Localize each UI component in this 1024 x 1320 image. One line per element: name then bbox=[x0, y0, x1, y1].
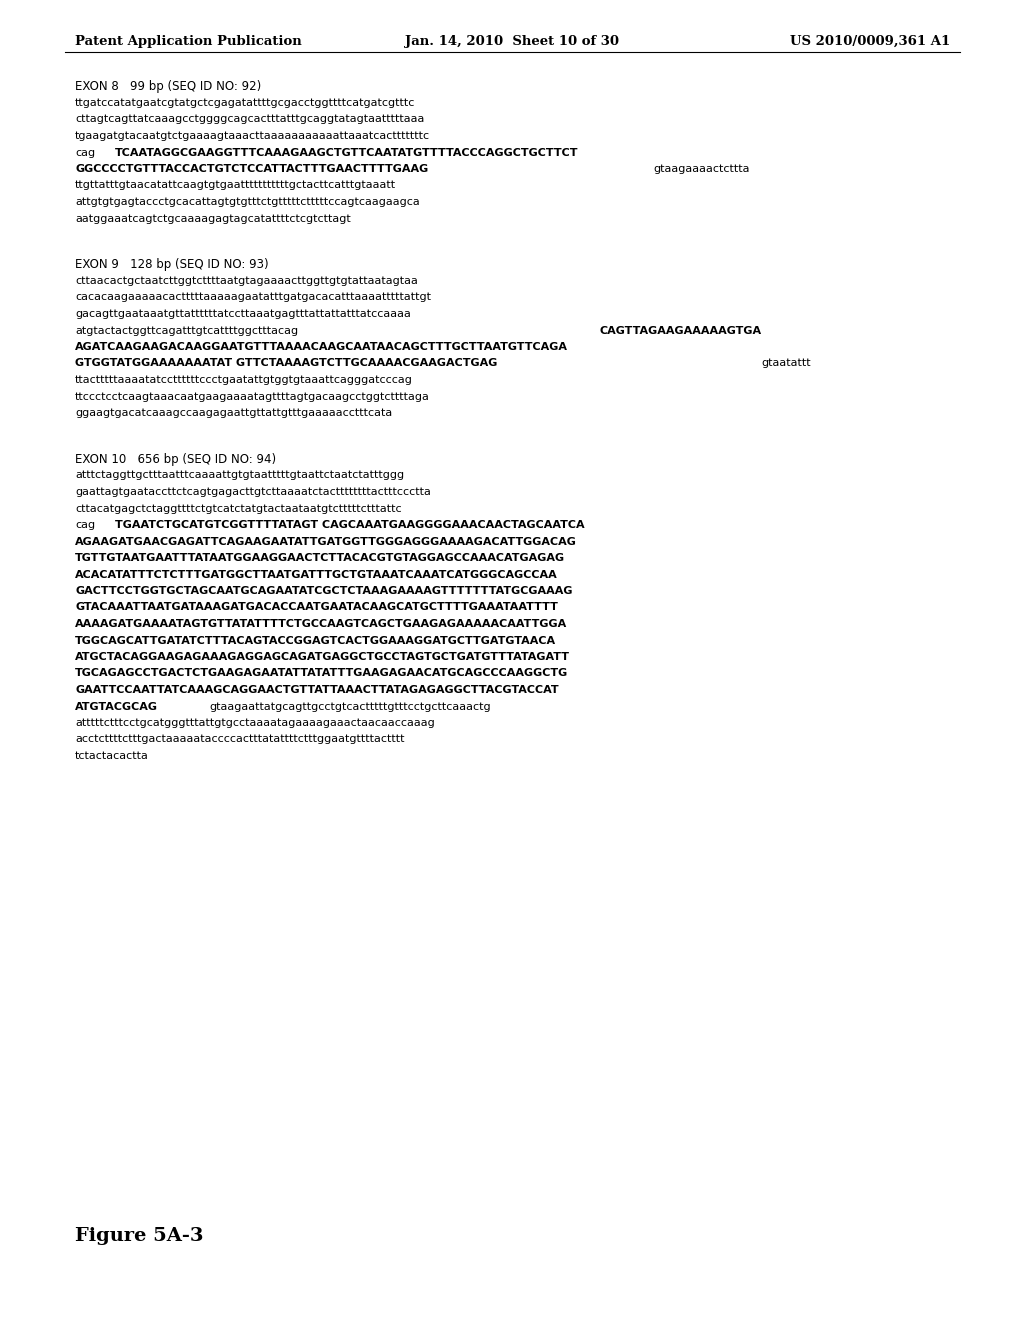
Text: gacagttgaataaatgttattttttatccttaaatgagtttattattatttatccaaaa: gacagttgaataaatgttattttttatccttaaatgagtt… bbox=[75, 309, 411, 319]
Text: gaattagtgaataccttctcagtgagacttgtcttaaaatctacttttttttactttccctta: gaattagtgaataccttctcagtgagacttgtcttaaaat… bbox=[75, 487, 431, 498]
Text: tctactacactta: tctactacactta bbox=[75, 751, 148, 762]
Text: ggaagtgacatcaaagccaagagaattgttattgtttgaaaaacctttcata: ggaagtgacatcaaagccaagagaattgttattgtttgaa… bbox=[75, 408, 392, 418]
Text: GTGGTATGGAAAAAAATAT GTTCTAAAAGTCTTGCAAAACGAAGACTGAG: GTGGTATGGAAAAAAATAT GTTCTAAAAGTCTTGCAAAA… bbox=[75, 359, 498, 368]
Text: cag: cag bbox=[75, 520, 95, 531]
Text: ATGTACGCAG: ATGTACGCAG bbox=[75, 701, 158, 711]
Text: Figure 5A-3: Figure 5A-3 bbox=[75, 1228, 204, 1245]
Text: GACTTCCTGGTGCTAGCAATGCAGAATATCGCTCTAAAGAAAAGTTTTTTTATGCGAAAG: GACTTCCTGGTGCTAGCAATGCAGAATATCGCTCTAAAGA… bbox=[75, 586, 572, 597]
Text: CAGTTAGAAGAAAAAGTGA: CAGTTAGAAGAAAAAGTGA bbox=[599, 326, 762, 335]
Text: AGAAGATGAACGAGATTCAGAAGAATATTGATGGTTGGGAGGGAAAAGACATTGGACAG: AGAAGATGAACGAGATTCAGAAGAATATTGATGGTTGGGA… bbox=[75, 536, 577, 546]
Text: Patent Application Publication: Patent Application Publication bbox=[75, 36, 302, 48]
Text: cttaacactgctaatcttggtcttttaatgtagaaaacttggttgtgtattaatagtaa: cttaacactgctaatcttggtcttttaatgtagaaaactt… bbox=[75, 276, 418, 286]
Text: gtaagaattatgcagttgcctgtcactttttgtttcctgcttcaaactg: gtaagaattatgcagttgcctgtcactttttgtttcctgc… bbox=[210, 701, 492, 711]
Text: EXON 8   99 bp (SEQ ID NO: 92): EXON 8 99 bp (SEQ ID NO: 92) bbox=[75, 81, 261, 92]
Text: atttttctttcctgcatgggtttattgtgcctaaaatagaaaagaaactaacaaccaaag: atttttctttcctgcatgggtttattgtgcctaaaataga… bbox=[75, 718, 435, 729]
Text: ttgttatttgtaacatattcaagtgtgaatttttttttttgctacttcatttgtaaatt: ttgttatttgtaacatattcaagtgtgaattttttttttt… bbox=[75, 181, 396, 190]
Text: atgtactactggttcagatttgtcattttggctttacag: atgtactactggttcagatttgtcattttggctttacag bbox=[75, 326, 298, 335]
Text: ttactttttaaaatatccttttttccctgaatattgtggtgtaaattcagggatcccag: ttactttttaaaatatccttttttccctgaatattgtggt… bbox=[75, 375, 413, 385]
Text: GAATTCCAATTATCAAAGCAGGAACTGTTATTAAACTTATAGAGAGGCTTACGTACCAT: GAATTCCAATTATCAAAGCAGGAACTGTTATTAAACTTAT… bbox=[75, 685, 559, 696]
Text: aatggaaatcagtctgcaaaagagtagcatattttctcgtcttagt: aatggaaatcagtctgcaaaagagtagcatattttctcgt… bbox=[75, 214, 351, 223]
Text: gtaagaaaactcttta: gtaagaaaactcttta bbox=[653, 164, 750, 174]
Text: GGCCCCTGTTTACCACTGTCTCCATTACTTTGAACTTTTGAAG: GGCCCCTGTTTACCACTGTCTCCATTACTTTGAACTTTTG… bbox=[75, 164, 428, 174]
Text: cttacatgagctctaggttttctgtcatctatgtactaataatgtctttttctttattc: cttacatgagctctaggttttctgtcatctatgtactaat… bbox=[75, 503, 401, 513]
Text: EXON 10   656 bp (SEQ ID NO: 94): EXON 10 656 bp (SEQ ID NO: 94) bbox=[75, 453, 276, 466]
Text: AGATCAAGAAGACAAGGAATGTTTAAAACAAGCAATAACAGCTTTGCTTAATGTTCAGA: AGATCAAGAAGACAAGGAATGTTTAAAACAAGCAATAACA… bbox=[75, 342, 568, 352]
Text: tgaagatgtacaatgtctgaaaagtaaacttaaaaaaaaaaattaaatcactttttttc: tgaagatgtacaatgtctgaaaagtaaacttaaaaaaaaa… bbox=[75, 131, 430, 141]
Text: TGGCAGCATTGATATCTTTACAGTACCGGAGTCACTGGAAAGGATGCTTGATGTAACA: TGGCAGCATTGATATCTTTACAGTACCGGAGTCACTGGAA… bbox=[75, 635, 556, 645]
Text: ATGCTACAGGAAGAGAAAGAGGAGCAGATGAGGCTGCCTAGTGCTGATGTTTATAGATT: ATGCTACAGGAAGAGAAAGAGGAGCAGATGAGGCTGCCTA… bbox=[75, 652, 570, 663]
Text: cag: cag bbox=[75, 148, 95, 157]
Text: TGAATCTGCATGTCGGTTTTATAGT CAGCAAATGAAGGGGAAACAACTAGCAATCA: TGAATCTGCATGTCGGTTTTATAGT CAGCAAATGAAGGG… bbox=[116, 520, 585, 531]
Text: ACACATATTTCTCTTTGATGGCTTAATGATTTGCTGTAAATCAAATCATGGGCAGCCAA: ACACATATTTCTCTTTGATGGCTTAATGATTTGCTGTAAA… bbox=[75, 569, 558, 579]
Text: ttgatccatatgaatcgtatgctcgagatattttgcgacctggttttcatgatcgtttc: ttgatccatatgaatcgtatgctcgagatattttgcgacc… bbox=[75, 98, 416, 108]
Text: ttccctcctcaagtaaacaatgaagaaaatagttttagtgacaagcctggtcttttaga: ttccctcctcaagtaaacaatgaagaaaatagttttagtg… bbox=[75, 392, 430, 401]
Text: TCAATAGGCGAAGGTTTCAAAGAAGCTGTTCAATATGTTTTACCCAGGCTGCTTCT: TCAATAGGCGAAGGTTTCAAAGAAGCTGTTCAATATGTTT… bbox=[116, 148, 579, 157]
Text: EXON 9   128 bp (SEQ ID NO: 93): EXON 9 128 bp (SEQ ID NO: 93) bbox=[75, 257, 268, 271]
Text: cttagtcagttatcaaagcctggggcagcactttatttgcaggtatagtaatttttaaa: cttagtcagttatcaaagcctggggcagcactttatttgc… bbox=[75, 115, 424, 124]
Text: atttctaggttgctttaatttcaaaattgtgtaatttttgtaattctaatctatttggg: atttctaggttgctttaatttcaaaattgtgtaatttttg… bbox=[75, 470, 404, 480]
Text: attgtgtgagtaccctgcacattagtgtgtttctgtttttctttttccagtcaagaagca: attgtgtgagtaccctgcacattagtgtgtttctgttttt… bbox=[75, 197, 420, 207]
Text: cacacaagaaaaacactttttaaaaagaatatttgatgacacatttaaaatttttattgt: cacacaagaaaaacactttttaaaaagaatatttgatgac… bbox=[75, 293, 431, 302]
Text: US 2010/0009,361 A1: US 2010/0009,361 A1 bbox=[790, 36, 950, 48]
Text: Jan. 14, 2010  Sheet 10 of 30: Jan. 14, 2010 Sheet 10 of 30 bbox=[406, 36, 618, 48]
Text: acctcttttctttgactaaaaataccccactttatattttctttggaatgttttactttt: acctcttttctttgactaaaaataccccactttatatttt… bbox=[75, 734, 404, 744]
Text: AAAAGATGAAAATAGTGTTATATTTTCTGCCAAGTCAGCTGAAGAGAAAAACAATTGGA: AAAAGATGAAAATAGTGTTATATTTTCTGCCAAGTCAGCT… bbox=[75, 619, 567, 630]
Text: gtaatattt: gtaatattt bbox=[761, 359, 811, 368]
Text: TGTTGTAATGAATTTATAATGGAAGGAACTCTTACACGTGTAGGAGCCAAACATGAGAG: TGTTGTAATGAATTTATAATGGAAGGAACTCTTACACGTG… bbox=[75, 553, 565, 564]
Text: TGCAGAGCCTGACTCTGAAGAGAATATTATATTTGAAGAGAACATGCAGCCCAAGGCTG: TGCAGAGCCTGACTCTGAAGAGAATATTATATTTGAAGAG… bbox=[75, 668, 568, 678]
Text: GTACAAATTAATGATAAAGATGACACCAATGAATACAAGCATGCTTTTGAAATAATTTT: GTACAAATTAATGATAAAGATGACACCAATGAATACAAGC… bbox=[75, 602, 558, 612]
